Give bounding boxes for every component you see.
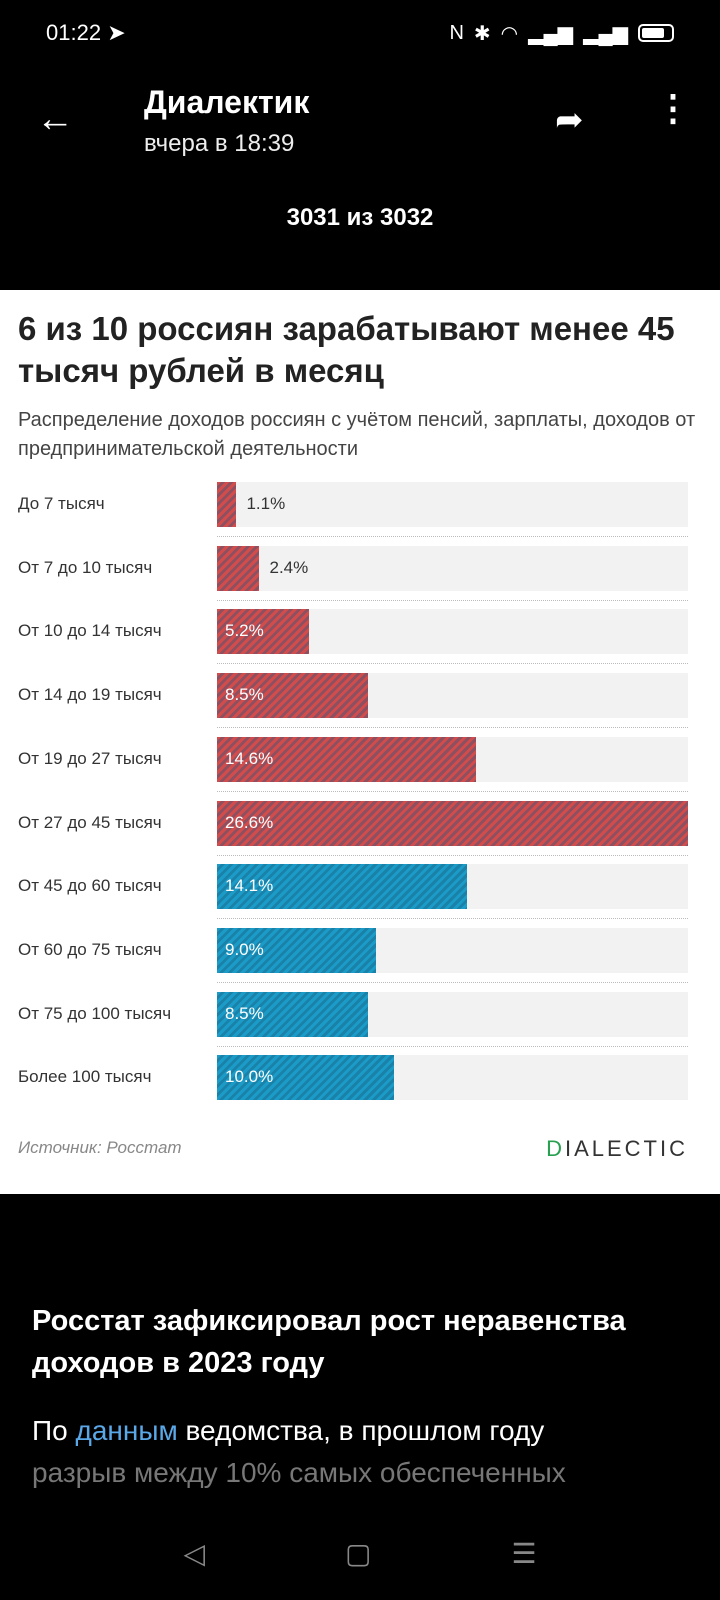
dialectic-logo: DIALECTIC [546,1136,688,1161]
row-divider [217,1045,688,1047]
bar-track: 26.6% [217,800,688,846]
signal-icon: ▂▄▆ [528,22,574,45]
row-divider [217,663,688,665]
row-divider [217,727,688,729]
chart-row: От 60 до 75 тысяч 9.0% [0,926,700,990]
bar-track: 1.1% [217,482,688,527]
signal-icon: ▂▄▆ [583,22,628,45]
caption-text: разрыв между 10% самых обеспеченных [32,1457,566,1488]
bar [217,482,237,527]
value-label: 5.2% [225,621,264,641]
back-arrow-icon[interactable]: ← [36,98,74,140]
chart-row: От 27 до 45 тысяч 26.6% [0,799,700,863]
category-label: От 19 до 27 тысяч [18,748,162,768]
bar [217,673,368,719]
caption-text: ведомства, в прошлом году [177,1415,545,1446]
nfc-icon: N [449,21,464,44]
bar-track: 14.6% [217,736,688,782]
value-label: 2.4% [269,557,309,577]
row-divider [217,854,688,856]
bar-track: 8.5% [217,673,688,719]
category-label: От 14 до 19 тысяч [18,685,162,705]
category-label: Более 100 тысяч [18,1067,152,1087]
status-bar: 01:22 ➤ N ✱ ◠ ▂▄▆ ▂▄▆ [46,18,674,48]
media-counter: 3031 из 3032 [286,204,434,231]
bar-track: 10.0% [217,1055,688,1101]
bar [217,927,377,973]
bar [217,864,467,910]
nav-home-icon[interactable]: ▢ [344,1538,372,1569]
category-label: От 10 до 14 тысяч [18,621,162,641]
channel-title: Диалектик [144,84,310,120]
bar [217,545,260,591]
bar-track: 5.2% [217,609,688,655]
value-label: 8.5% [225,1003,264,1023]
value-label: 8.5% [225,685,264,705]
chart-row: Более 100 тысяч 10.0% [0,1053,700,1117]
row-divider [217,981,688,983]
bar [217,991,368,1037]
source-link[interactable]: данным [75,1415,178,1446]
chart-image: 6 из 10 россиян зарабатывают менее 45 ты… [0,290,720,1194]
category-label: От 27 до 45 тысяч [18,812,162,832]
caption-text: По [32,1415,76,1446]
category-label: От 75 до 100 тысяч [18,1003,172,1023]
nav-back-icon[interactable]: ◁ [183,1538,205,1569]
bar-track: 9.0% [217,927,688,973]
value-label: 14.1% [225,876,274,896]
row-divider [217,599,688,601]
caption-title: Росстат зафиксировал рост неравенства до… [32,1305,626,1379]
row-divider [217,790,688,792]
more-options-icon[interactable]: ⋮ [655,87,691,128]
value-label: 10.0% [225,1067,274,1087]
bluetooth-icon: ✱ [473,22,491,45]
post-date: вчера в 18:39 [144,130,295,157]
row-divider [217,918,688,920]
value-label: 1.1% [246,494,286,513]
bar [217,736,476,782]
battery-icon [638,24,674,42]
chart-row: От 10 до 14 тысяч 5.2% [0,607,700,671]
value-label: 9.0% [225,939,264,959]
bar-track: 14.1% [217,864,688,910]
viewer-header: ← Диалектик вчера в 18:39 ➦ ⋮ [0,80,720,170]
value-label: 26.6% [225,812,274,832]
category-label: От 60 до 75 тысяч [18,939,162,959]
row-divider [217,536,688,537]
bar [217,1055,395,1101]
bar [217,800,688,846]
chart-row: От 7 до 10 тысяч 2.4% [0,544,700,608]
telegram-icon: ➤ [107,20,126,45]
chart-row: От 45 до 60 тысяч 14.1% [0,862,700,926]
bar-track: 8.5% [217,991,688,1037]
chart-title: 6 из 10 россиян зарабатывают менее 45 ты… [18,310,675,389]
chart-row: От 19 до 27 тысяч 14.6% [0,735,700,799]
chart-subtitle: Распределение доходов россиян с учётом п… [18,409,696,460]
chart-source: Источник: Росстат [18,1138,182,1157]
category-label: От 45 до 60 тысяч [18,876,162,896]
chart-row: До 7 тысяч 1.1% [0,480,700,544]
category-label: От 7 до 10 тысяч [18,557,153,577]
category-label: До 7 тысяч [18,494,105,513]
caption-body: По данным ведомства, в прошлом году разры… [32,1410,712,1494]
share-icon[interactable]: ➦ [555,101,584,139]
system-nav-bar: ◁ ▢ ☰ [0,1537,720,1570]
bar [217,609,310,655]
clock: 01:22 [46,20,102,45]
nav-menu-icon[interactable]: ☰ [511,1538,537,1569]
chart-row: От 75 до 100 тысяч 8.5% [0,990,700,1054]
value-label: 14.6% [225,748,274,768]
bar-track: 2.4% [217,545,688,591]
wifi-icon: ◠ [500,22,519,45]
chart-row: От 14 до 19 тысяч 8.5% [0,671,700,735]
